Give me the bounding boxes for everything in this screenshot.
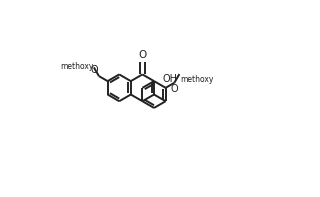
Text: O: O — [138, 50, 147, 60]
Text: O: O — [90, 65, 98, 75]
Text: O: O — [171, 84, 178, 94]
Text: methoxy: methoxy — [60, 62, 93, 71]
Text: methoxy: methoxy — [180, 75, 213, 84]
Text: OH: OH — [163, 74, 178, 84]
